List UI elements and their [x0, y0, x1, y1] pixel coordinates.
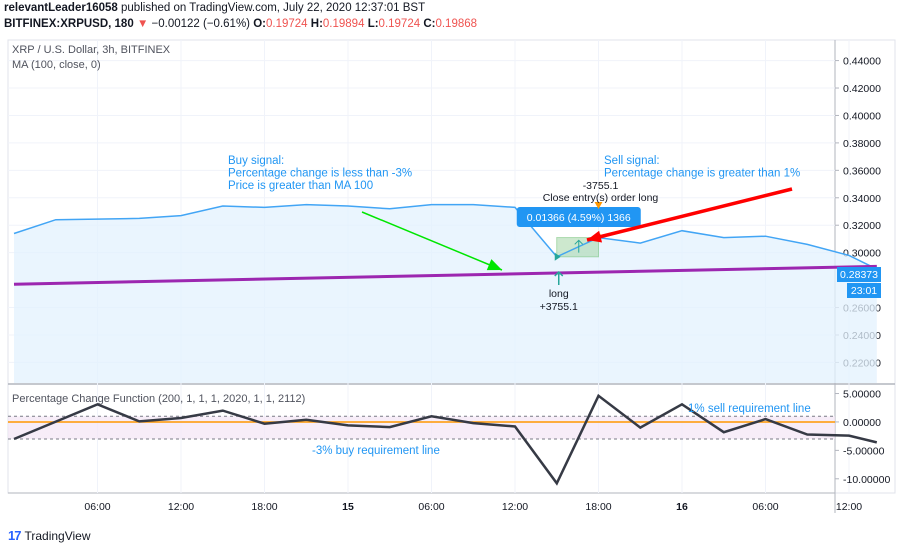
buy-arrow-head [486, 259, 502, 271]
y-tick-label: 0.32000 [843, 220, 881, 232]
publish-info: relevantLeader16058 published on Trading… [4, 2, 425, 14]
y-tick-label: 0.42000 [843, 83, 881, 95]
x-tick-label: 15 [342, 501, 354, 513]
indicator-tick-label: -10.00000 [843, 474, 890, 486]
price-down-icon: ▼ [136, 18, 149, 30]
indicator-tick-label: -5.00000 [843, 445, 885, 457]
buy-signal-text: Percentage change is less than -3% [228, 168, 412, 180]
published-text: published on TradingView.com, July 22, 2… [121, 2, 426, 14]
buy-signal-text: Price is greater than MA 100 [228, 180, 373, 192]
tradingview-logo-icon: 17 [8, 528, 22, 543]
price-area-fill [14, 204, 877, 383]
high-value: 0.19894 [322, 18, 365, 30]
ma-line [13, 264, 877, 286]
sell-signal-text: Sell signal: [604, 155, 660, 167]
price-badge-bg [837, 267, 881, 282]
trade-up-icon [574, 239, 584, 253]
long-label: long [549, 288, 569, 300]
x-tick-label: 18:00 [251, 501, 277, 513]
low-value: 0.19724 [378, 18, 421, 30]
study-legend: MA (100, close, 0) [12, 59, 101, 71]
buy-signal-text: Buy signal: [228, 155, 284, 167]
time-badge: 23:01 [851, 285, 877, 297]
indicator-line [13, 393, 878, 486]
trade-tooltip: 0.01366 (4.59%) 1366 [527, 212, 631, 224]
price-line [13, 203, 878, 270]
footer-brand[interactable]: 17 TradingView [8, 528, 91, 543]
x-tick-label: 06:00 [84, 501, 110, 513]
x-tick-label: 12:00 [168, 501, 194, 513]
x-tick-label: 12:00 [836, 501, 862, 513]
x-tick-label: 06:00 [752, 501, 778, 513]
x-tick-label: 16 [676, 501, 688, 513]
main-pane-title: XRP / U.S. Dollar, 3h, BITFINEX [12, 44, 171, 56]
close-label: C: [423, 18, 436, 30]
y-tick-label: 0.36000 [843, 165, 881, 177]
close-value: 0.19868 [435, 18, 478, 30]
trade-line [556, 237, 599, 258]
time-badge-bg [847, 283, 881, 298]
symbol-info-bar: BITFINEX:XRPUSD, 180 ▼ −0.00122 (−0.61%)… [4, 18, 477, 30]
indicator-pane-title: Percentage Change Function (200, 1, 1, 1… [12, 393, 306, 405]
x-tick-label: 06:00 [418, 501, 444, 513]
sell-line-label: 1% sell requirement line [688, 403, 811, 415]
long-amount-label: +3755.1 [540, 301, 578, 313]
long-arrow-icon [554, 270, 564, 285]
x-tick-label: 12:00 [502, 501, 528, 513]
y-tick-label: 0.40000 [843, 110, 881, 122]
close-entry-label: Close entry(s) order long [543, 192, 659, 204]
sell-arrow-head [587, 230, 603, 243]
open-value: 0.19724 [265, 18, 308, 30]
y-tick-label: 0.34000 [843, 193, 881, 205]
x-tick-label: 18:00 [585, 501, 611, 513]
price-change: −0.00122 (−0.61%) [151, 18, 250, 30]
indicator-tick-label: 0.00000 [843, 417, 881, 429]
y-tick-label: 0.44000 [843, 56, 881, 68]
close-arrow-icon [594, 202, 603, 209]
buy-line-label: -3% buy requirement line [312, 445, 440, 457]
open-label: O: [253, 18, 266, 30]
indicator-tick-label: 5.00000 [843, 389, 881, 401]
author-name[interactable]: relevantLeader16058 [4, 2, 118, 14]
close-amount-label: -3755.1 [583, 180, 619, 192]
symbol-label: BITFINEX:XRPUSD, 180 [4, 18, 134, 30]
entry-marker-icon [554, 252, 561, 261]
sell-signal-text: Percentage change is greater than 1% [604, 168, 800, 180]
high-label: H: [310, 18, 323, 30]
buy-arrow [361, 211, 503, 271]
price-badge: 0.28373 [840, 269, 878, 281]
trade-tooltip-bg [516, 207, 641, 227]
sell-arrow [586, 187, 793, 242]
y-tick-label: 0.38000 [843, 138, 881, 150]
low-label: L: [367, 18, 379, 30]
brand-name: TradingView [24, 528, 91, 543]
